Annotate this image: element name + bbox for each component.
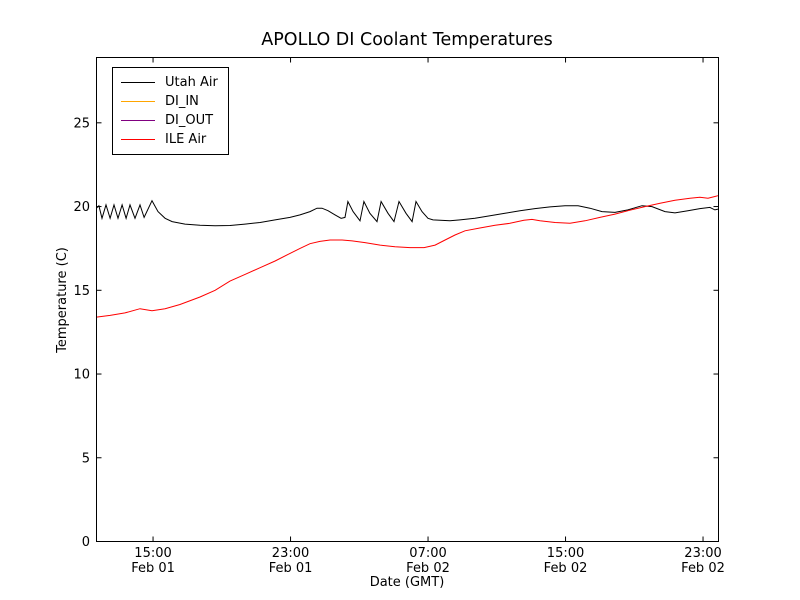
y-tick-label: 5 [82,451,90,466]
x-tick-label-date: Feb 02 [406,561,450,576]
legend-label: Utah Air [165,75,218,90]
tick-marks [96,57,719,542]
legend-box: Utah Air DI_IN DI_OUT ILE Air [112,67,229,155]
series-line-utah-air [96,199,719,227]
x-tick-label-time: 07:00 [409,546,446,561]
legend-swatch [121,120,155,121]
y-tick-label: 15 [73,284,90,299]
x-tick-label-time: 15:00 [547,546,584,561]
y-tick-label: 20 [73,200,90,215]
x-tick-label-date: Feb 01 [269,561,313,576]
x-tick-label-time: 23:00 [272,546,309,561]
y-axis-label: Temperature (C) [55,247,70,354]
legend-label: DI_IN [165,94,199,109]
x-tick-label-time: 23:00 [684,546,721,561]
legend-swatch [121,139,155,140]
legend-swatch [121,101,155,102]
x-tick-label-time: 15:00 [134,546,171,561]
legend-label: ILE Air [165,132,207,147]
y-tick-label: 25 [73,116,90,131]
legend-item-di-in: DI_IN [121,92,218,111]
legend-item-di-out: DI_OUT [121,111,218,130]
plot-frame [96,57,719,542]
x-tick-label-date: Feb 02 [544,561,588,576]
legend-label: DI_OUT [165,113,214,128]
x-axis-label: Date (GMT) [370,575,445,590]
y-tick-label: 0 [82,535,90,550]
legend-item-utah-air: Utah Air [121,73,218,92]
legend-item-ile-air: ILE Air [121,130,218,149]
x-tick-label-date: Feb 01 [131,561,175,576]
chart-title: APOLLO DI Coolant Temperatures [261,30,552,50]
legend-swatch [121,82,155,83]
y-tick-label: 10 [73,368,90,383]
series-lines [96,195,719,542]
x-tick-label-date: Feb 02 [681,561,725,576]
series-line-ile-air [96,195,719,318]
